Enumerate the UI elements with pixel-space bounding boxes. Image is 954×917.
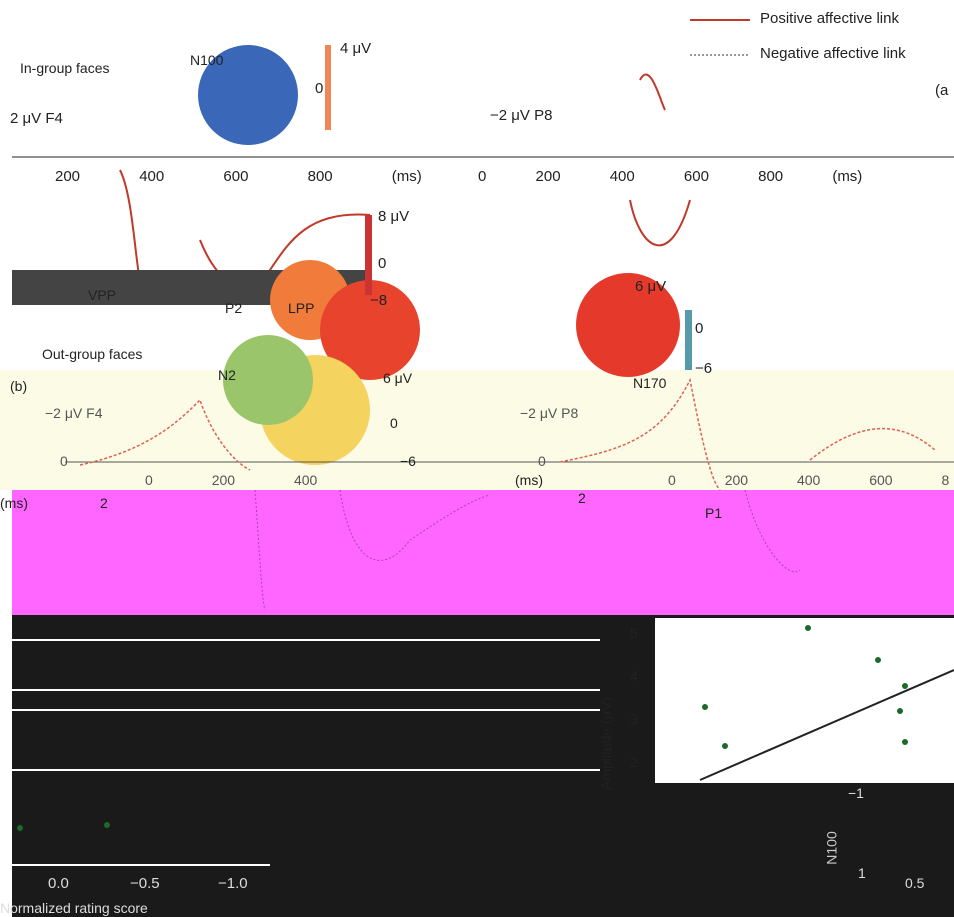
panel-label: (a (935, 82, 949, 99)
tick-label: 200 (211, 472, 236, 488)
tick-label: 200 (724, 472, 749, 488)
scale: 2 (100, 495, 108, 511)
tick-label: 4 (630, 668, 638, 684)
tick-label: 800 (ms) (307, 168, 422, 185)
inset-label: N100 (823, 831, 840, 865)
scale: 6 μV (383, 370, 413, 386)
tick-label: 0 (668, 472, 676, 488)
tick-label: 600 (683, 168, 709, 185)
tick-label: 200 (535, 168, 561, 185)
x-ticks: 0 200 400 600 8 (668, 472, 949, 488)
x-tick: −0.5 (130, 875, 160, 892)
legend-entry: Positive affective link (760, 10, 899, 27)
inset-tick: 1 (858, 865, 866, 881)
legend-entry: Negative affective link (760, 45, 906, 62)
panel-label: (b) (10, 378, 28, 394)
scale: −2 μV P8 (520, 405, 579, 421)
tick-label: 8 (941, 472, 950, 488)
scale: −2 μV F4 (45, 405, 103, 421)
scale: 2 (578, 490, 586, 506)
unit: (ms) (515, 472, 543, 488)
x-ticks: 200 400 600 800 (ms) (55, 168, 422, 185)
tick-label: 0 (145, 472, 153, 488)
tick-label: 400 (609, 168, 635, 185)
tick-label: 800 (ms) (758, 168, 863, 185)
x-axis-label: Normalized rating score (0, 900, 148, 916)
y-axis-label: Amplitude (μV) (598, 697, 614, 790)
x-tick: −1.0 (218, 875, 248, 892)
scale: 8 μV (378, 208, 410, 225)
component: P2 (225, 300, 243, 316)
component: N2 (218, 367, 236, 383)
tick-label: 400 (139, 168, 165, 185)
x-ticks: 0 200 400 600 800 (ms) (478, 168, 862, 185)
component: LPP (288, 300, 315, 316)
scale: −6 (695, 360, 713, 377)
x-ticks: 0 200 400 (145, 472, 317, 488)
inset-tick: −1 (848, 785, 864, 801)
tick-label: 400 (293, 472, 318, 488)
tick-label: 3 (630, 711, 638, 727)
scale: 0 (538, 453, 546, 469)
unit: (ms) (0, 495, 28, 511)
inset-tick: 0.5 (905, 875, 925, 891)
component: N170 (633, 375, 667, 391)
scale: −2 μV P8 (490, 107, 553, 124)
group-label: In-group faces (20, 60, 110, 76)
tick-label: 0 (478, 168, 487, 185)
scale: 0 (390, 415, 398, 431)
scale: 0 (315, 80, 324, 97)
x-tick: 0.0 (48, 875, 69, 892)
tick-label: 600 (223, 168, 249, 185)
component: N100 (190, 52, 224, 68)
tick-label: 2 (630, 754, 638, 770)
scale: 4 μV (340, 40, 372, 57)
tick-label: 5 (630, 625, 638, 641)
scale: −8 (370, 292, 388, 309)
tick-label: 400 (796, 472, 821, 488)
scale: 0 (60, 453, 68, 469)
scale: 0 (695, 320, 704, 337)
scale: 2 μV F4 (10, 110, 63, 127)
component: P1 (705, 505, 723, 521)
tick-label: 600 (869, 472, 893, 488)
scale: 6 μV (635, 278, 667, 295)
group-label: Out-group faces (42, 346, 143, 362)
scale: −6 (400, 453, 416, 469)
component: VPP (88, 287, 117, 303)
tick-label: 200 (55, 168, 81, 185)
y-ticks: 5 4 3 2 (630, 612, 638, 784)
scale: 0 (378, 255, 387, 272)
